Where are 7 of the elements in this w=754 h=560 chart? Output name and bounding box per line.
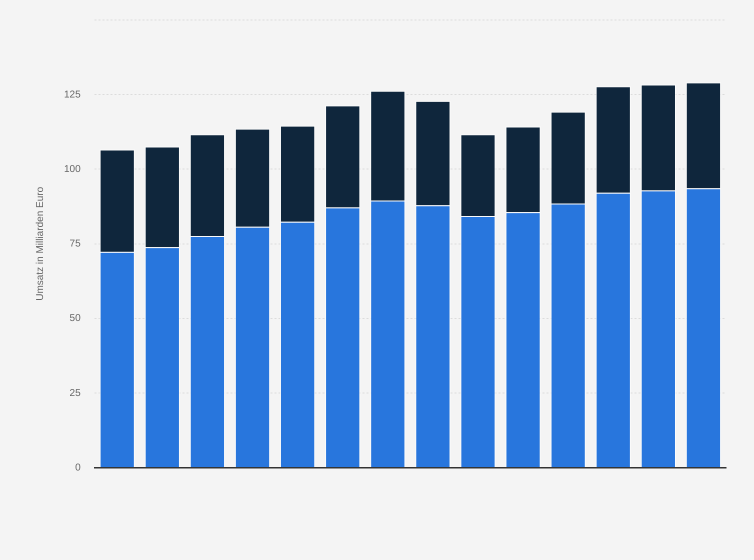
y-axis-title: Umsatz in Milliarden Euro	[34, 186, 46, 301]
y-tick-label: 50	[70, 313, 82, 324]
y-tick-label: 100	[64, 164, 82, 175]
y-tick-label: 0	[75, 462, 82, 474]
y-tick-label: 75	[70, 238, 82, 250]
y-tick-label: 25	[70, 388, 82, 399]
y-tick-label: 125	[64, 89, 82, 100]
